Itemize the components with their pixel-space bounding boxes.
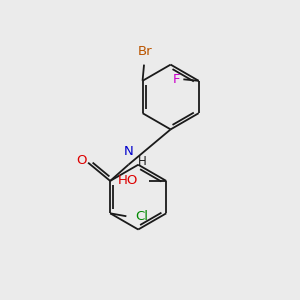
Text: N: N — [124, 145, 134, 158]
Text: O: O — [76, 154, 87, 167]
Text: H: H — [138, 155, 147, 168]
Text: HO: HO — [118, 174, 138, 187]
Text: Cl: Cl — [135, 210, 148, 223]
Text: F: F — [173, 73, 181, 86]
Text: Br: Br — [137, 45, 152, 58]
